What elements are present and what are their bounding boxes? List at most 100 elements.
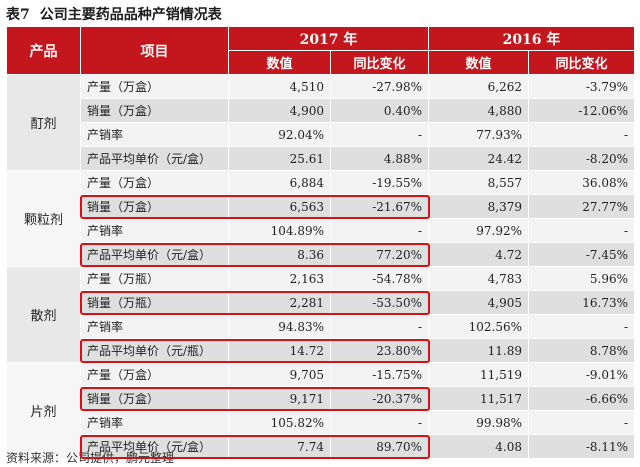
- value-2016: 97.92%: [428, 218, 529, 243]
- value-2016: 4,905: [428, 290, 529, 315]
- table-row: 产销率 105.82% -99.98% -: [7, 410, 635, 435]
- header-yoy-2016: 同比变化: [528, 50, 635, 75]
- value-2016: 4,783: [428, 266, 529, 291]
- yoy-2017: 23.80%: [330, 338, 429, 363]
- row-item-label: 产销率: [80, 410, 229, 435]
- value-2017: 92.04%: [228, 122, 331, 147]
- yoy-2017: -15.75%: [330, 362, 429, 387]
- row-item-label: 销量（万瓶）: [80, 290, 229, 315]
- table-row: 产销率 94.83% -102.56% -: [7, 314, 635, 339]
- table-body: 酊剂 产量（万盒） 4,510 -27.98% 6,262 -3.79% 销量（万盒） 4,9…: [6, 74, 635, 459]
- value-2016: 4.72: [428, 242, 529, 267]
- table-row: 颗粒剂 产量（万盒） 6,884 -19.55% 8,557 36.08%: [6, 170, 635, 267]
- table-row: 销量（万瓶） 2,281 -53.50% 4,905 16.73%: [7, 290, 635, 315]
- value-2016: 8,379: [428, 194, 529, 219]
- value-2017: 104.89%: [228, 218, 331, 243]
- header-product: 产品: [6, 26, 81, 75]
- yoy-2016: 8.78%: [528, 338, 635, 363]
- value-2016: 4,880: [428, 98, 529, 123]
- row-item-label: 产销率: [80, 314, 229, 339]
- value-2017: 6,884: [228, 170, 331, 195]
- yoy-2016: -7.45%: [528, 242, 635, 267]
- value-2016: 11,519: [428, 362, 529, 387]
- value-2017: 9,171: [228, 386, 331, 411]
- value-2016: 24.42: [428, 146, 529, 171]
- value-2016: 99.98%: [428, 410, 529, 435]
- yoy-2016: -8.11%: [528, 434, 635, 459]
- row-item-label: 产品平均单价（元/盒）: [80, 434, 229, 459]
- table-row: 产品平均单价（元/盒） 25.61 4.88% 24.42 -8.20%: [7, 146, 635, 171]
- yoy-2016: 27.77%: [528, 194, 635, 219]
- value-2017: 9,705: [228, 362, 331, 387]
- value-2016: 77.93%: [428, 122, 529, 147]
- yoy-2016: -: [528, 122, 635, 147]
- value-2016: 102.56%: [428, 314, 529, 339]
- table-number: 表7: [6, 7, 30, 23]
- table-row: 产销率 92.04% -77.93% -: [7, 122, 635, 147]
- row-item-label: 产销率: [80, 218, 229, 243]
- row-item-label: 产量（万瓶）: [80, 266, 229, 291]
- yoy-2017: -19.55%: [330, 170, 429, 195]
- row-item-label: 产销率: [80, 122, 229, 147]
- row-item-label: 产量（万盒）: [80, 362, 229, 387]
- table-row: 产品平均单价（元/瓶） 14.72 23.80% 11.89 8.78%: [7, 338, 635, 363]
- yoy-2017: -20.37%: [330, 386, 429, 411]
- value-2017: 2,163: [228, 266, 331, 291]
- yoy-2016: 16.73%: [528, 290, 635, 315]
- header-value-2016: 数值: [428, 50, 529, 75]
- yoy-2016: -: [528, 410, 635, 435]
- yoy-2016: -: [528, 314, 635, 339]
- value-2016: 11,517: [428, 386, 529, 411]
- table-row: 产销率 104.89% -97.92% -: [7, 218, 635, 243]
- table-row: 销量（万盒） 9,171 -20.37% 11,517 -6.66%: [7, 386, 635, 411]
- table-row: 片剂 产量（万盒） 9,705 -15.75% 11,519 -9.01%: [6, 362, 635, 459]
- product-name: 颗粒剂: [6, 170, 81, 267]
- value-2017: 8.36: [228, 242, 331, 267]
- row-item-label: 销量（万盒）: [80, 386, 229, 411]
- yoy-2016: -6.66%: [528, 386, 635, 411]
- yoy-2017: -54.78%: [330, 266, 429, 291]
- yoy-2017: -53.50%: [330, 290, 429, 315]
- yoy-2017: 4.88%: [330, 146, 429, 171]
- value-2017: 4,510: [228, 74, 331, 99]
- yoy-2017: -: [330, 122, 429, 147]
- product-name: 散剂: [6, 266, 81, 363]
- table-title: 表7 公司主要药品品种产销情况表: [6, 4, 222, 26]
- header-year-2017: 2017 年: [228, 26, 429, 51]
- value-2017: 7.74: [228, 434, 331, 459]
- yoy-2017: 89.70%: [330, 434, 429, 459]
- value-2017: 94.83%: [228, 314, 331, 339]
- value-2016: 4.08: [428, 434, 529, 459]
- yoy-2016: -3.79%: [528, 74, 635, 99]
- yoy-2016: -8.20%: [528, 146, 635, 171]
- value-2016: 11.89: [428, 338, 529, 363]
- product-name: 片剂: [6, 362, 81, 459]
- yoy-2017: 77.20%: [330, 242, 429, 267]
- row-item-label: 销量（万盒）: [80, 194, 229, 219]
- row-item-label: 产品平均单价（元/盒）: [80, 146, 229, 171]
- row-item-label: 产量（万盒）: [80, 74, 229, 99]
- yoy-2017: -: [330, 218, 429, 243]
- value-2017: 2,281: [228, 290, 331, 315]
- yoy-2016: 5.96%: [528, 266, 635, 291]
- yoy-2017: -: [330, 410, 429, 435]
- yoy-2016: 36.08%: [528, 170, 635, 195]
- yoy-2016: -12.06%: [528, 98, 635, 123]
- source-note: 资料来源：公司提供，鹏元整理: [6, 451, 175, 465]
- table-row: 销量（万盒） 6,563 -21.67% 8,379 27.77%: [7, 194, 635, 219]
- header-value-2017: 数值: [228, 50, 331, 75]
- yoy-2016: -9.01%: [528, 362, 635, 387]
- value-2017: 25.61: [228, 146, 331, 171]
- header-yoy-2017: 同比变化: [330, 50, 429, 75]
- yoy-2017: -21.67%: [330, 194, 429, 219]
- row-item-label: 产量（万盒）: [80, 170, 229, 195]
- value-2016: 6,262: [428, 74, 529, 99]
- table-row: 产品平均单价（元/盒） 7.74 89.70% 4.08 -8.11%: [7, 434, 635, 459]
- table-title-text: 公司主要药品品种产销情况表: [39, 7, 222, 23]
- value-2017: 105.82%: [228, 410, 331, 435]
- table-row: 散剂 产量（万瓶） 2,163 -54.78% 4,783 5.96%: [6, 266, 635, 363]
- row-item-label: 产品平均单价（元/瓶）: [80, 338, 229, 363]
- product-name: 酊剂: [6, 74, 81, 171]
- table-row: 销量（万盒） 4,900 0.40% 4,880 -12.06%: [7, 98, 635, 123]
- row-item-label: 销量（万盒）: [80, 98, 229, 123]
